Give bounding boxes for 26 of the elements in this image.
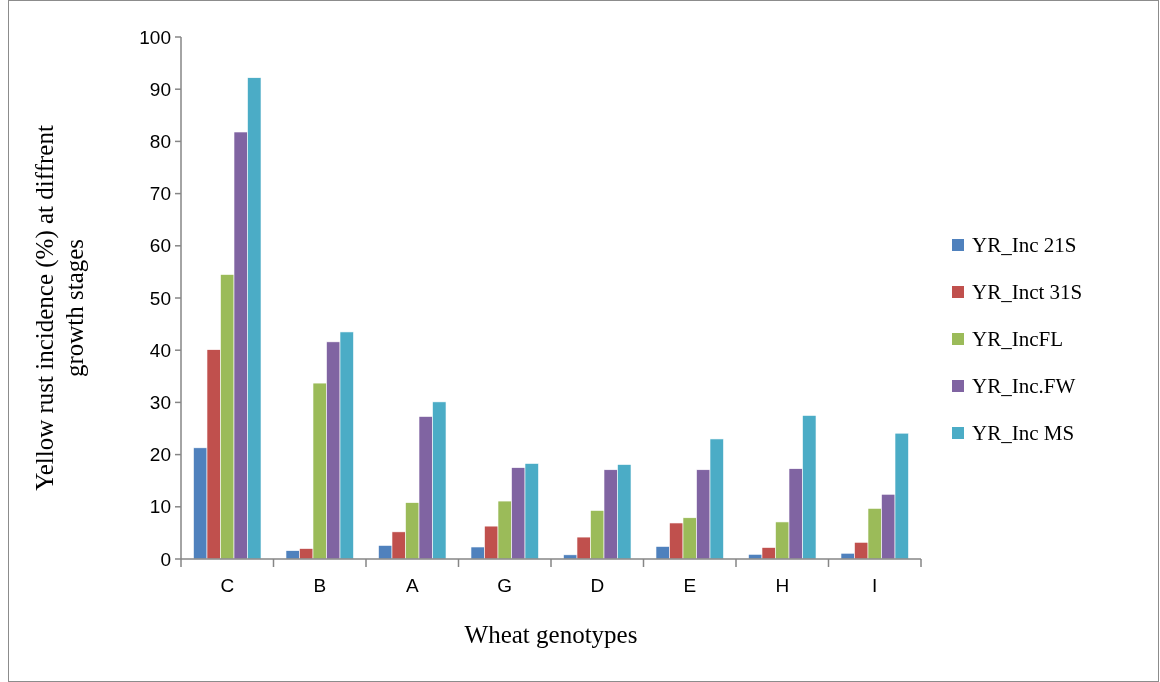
y-tick-label: 30 (149, 392, 171, 414)
y-tick-label: 80 (149, 131, 171, 153)
x-axis-title: Wheat genotypes (464, 621, 638, 648)
legend-label: YR_Inc.FW (972, 374, 1076, 399)
y-tick-label: 10 (149, 496, 171, 518)
x-tick-label: H (775, 575, 790, 596)
legend-label: YR_IncFL (972, 327, 1063, 352)
y-tick-label: 70 (149, 183, 171, 205)
y-tick-label: 40 (149, 339, 171, 361)
y-tick-label: 0 (160, 548, 171, 570)
legend-label: YR_Inc 21S (972, 233, 1077, 258)
x-tick-label: B (313, 575, 327, 596)
y-tick-label: 20 (149, 444, 171, 466)
y-tick-label: 60 (149, 235, 171, 257)
x-tick-label: D (590, 575, 605, 596)
y-axis-title: Yellow rust incidence (%) at diffrent growth stages (31, 125, 88, 491)
x-tick-label: G (497, 575, 513, 596)
legend-label: YR_Inc MS (972, 421, 1075, 446)
legend-label: YR_Inct 31S (972, 280, 1083, 305)
x-tick-label: C (220, 575, 235, 596)
y-tick-label: 50 (149, 287, 171, 309)
y-tick-label: 90 (149, 78, 171, 100)
x-tick-label: I (872, 575, 878, 596)
x-tick-label: A (405, 575, 419, 596)
y-tick-label: 100 (139, 26, 171, 48)
x-tick-label: E (683, 575, 697, 596)
